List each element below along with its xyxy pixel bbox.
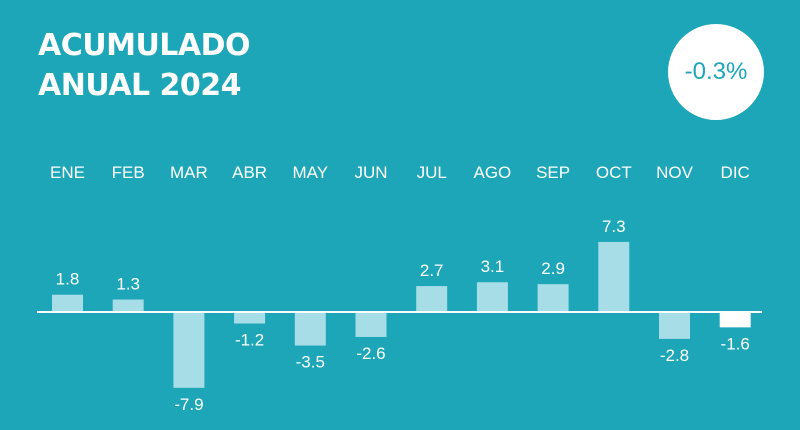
bar-feb (112, 299, 144, 312)
category-label-dic: DIC (721, 163, 750, 182)
value-label-ene: 1.8 (56, 270, 80, 289)
bar-sep (537, 284, 569, 312)
value-label-abr: -1.2 (235, 331, 264, 350)
category-label-feb: FEB (112, 163, 145, 182)
category-label-oct: OCT (596, 163, 632, 182)
bar-abr (234, 312, 266, 324)
bar-may (294, 312, 326, 346)
category-label-abr: ABR (232, 163, 267, 182)
category-label-mar: MAR (170, 163, 208, 182)
value-label-may: -3.5 (296, 353, 325, 372)
chart-title: ACUMULADO ANUAL 2024 (38, 26, 251, 106)
category-label-jul: JUL (417, 163, 447, 182)
value-label-oct: 7.3 (602, 217, 626, 236)
value-label-jun: -2.6 (356, 344, 385, 363)
bar-jul (416, 286, 448, 312)
category-label-ago: AGO (474, 163, 512, 182)
value-label-ago: 3.1 (481, 257, 505, 276)
total-badge: -0.3% (668, 24, 764, 120)
value-label-feb: 1.3 (116, 275, 140, 294)
value-label-jul: 2.7 (420, 261, 444, 280)
value-label-mar: -7.9 (174, 395, 203, 414)
chart-title-line-1: ACUMULADO (38, 28, 251, 63)
chart-title-line-2: ANUAL 2024 (38, 68, 242, 103)
value-label-nov: -2.8 (660, 346, 689, 365)
bar-oct (598, 241, 630, 312)
bar-dic (719, 312, 751, 328)
category-label-nov: NOV (656, 163, 694, 182)
bar-nov (659, 312, 690, 339)
bar-jun (355, 312, 387, 337)
bar-ago (476, 282, 508, 312)
category-label-sep: SEP (536, 163, 570, 182)
category-label-may: MAY (293, 163, 329, 182)
value-label-dic: -1.6 (721, 334, 750, 353)
category-label-ene: ENE (50, 163, 85, 182)
category-label-jun: JUN (354, 163, 387, 182)
bar-ene (52, 294, 83, 312)
value-label-sep: 2.9 (541, 259, 565, 278)
total-badge-value: -0.3% (684, 58, 748, 85)
bar-mar (173, 312, 205, 388)
